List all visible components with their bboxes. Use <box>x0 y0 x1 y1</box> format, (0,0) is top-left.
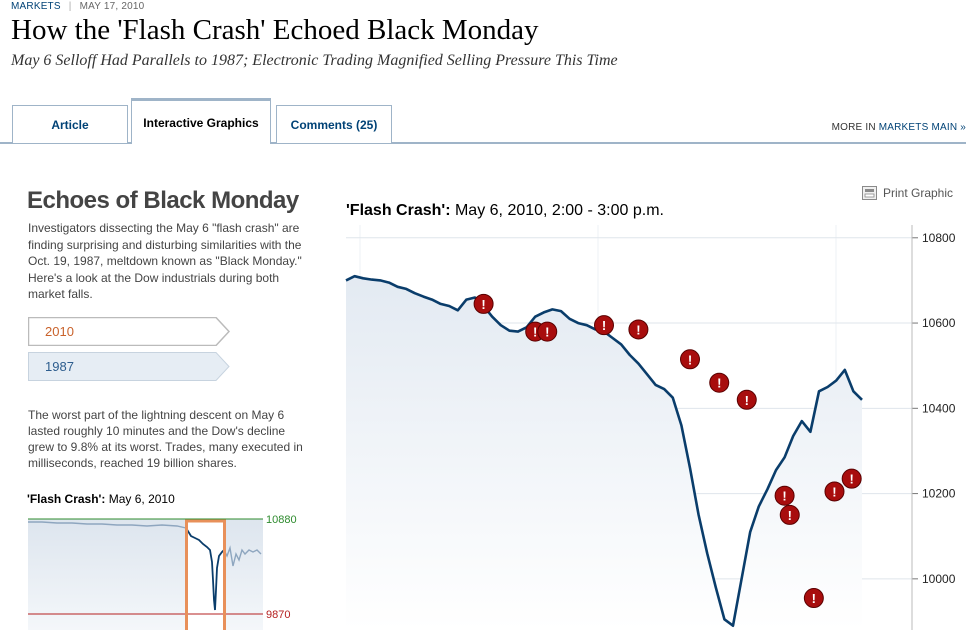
mini-chart[interactable]: 10880 9870 <box>27 510 307 630</box>
print-graphic-button[interactable]: Print Graphic <box>862 186 953 200</box>
mini-after-line <box>223 545 262 567</box>
event-marker[interactable]: ! <box>473 293 494 314</box>
year-2010-label: 2010 <box>45 324 74 339</box>
event-marker[interactable]: ! <box>594 315 614 336</box>
y-tick-label: 10000 <box>922 572 956 586</box>
graphic-description: The worst part of the lightning descent … <box>28 408 303 470</box>
main-series-line <box>345 274 863 628</box>
exclamation-icon: ! <box>481 297 485 312</box>
exclamation-icon: ! <box>717 376 721 391</box>
exclamation-icon: ! <box>545 325 549 340</box>
exclamation-icon: ! <box>788 508 792 523</box>
selection-window-fill <box>186 521 224 630</box>
exclamation-icon: ! <box>688 352 692 367</box>
y-tick-label: 10600 <box>922 316 956 330</box>
exclamation-icon: ! <box>832 484 836 499</box>
tab-divider <box>0 142 966 144</box>
exclamation-icon: ! <box>636 322 640 337</box>
tab-article[interactable]: Article <box>12 105 128 143</box>
exclamation-icon: ! <box>533 325 537 340</box>
mini-chart-label-rest: May 6, 2010 <box>105 492 175 506</box>
y-tick-label: 10800 <box>922 231 956 245</box>
headline: How the 'Flash Crash' Echoed Black Monda… <box>11 14 539 46</box>
event-marker[interactable]: ! <box>709 372 730 393</box>
kicker-separator: | <box>68 1 72 12</box>
printer-icon <box>862 186 877 200</box>
print-graphic-label: Print Graphic <box>883 186 954 200</box>
event-marker[interactable]: ! <box>841 468 862 489</box>
more-in-prefix: MORE IN <box>831 122 876 133</box>
mini-low-label: 9870 <box>266 609 290 621</box>
kicker: MARKETS | MAY 17, 2010 <box>11 1 144 12</box>
tab-bar: Article Interactive Graphics Comments (2… <box>0 98 966 144</box>
year-1987-button[interactable]: 1987 <box>28 352 230 381</box>
exclamation-icon: ! <box>812 591 816 606</box>
mini-chart-bg <box>28 519 263 630</box>
exclamation-icon: ! <box>850 472 854 487</box>
event-marker[interactable]: ! <box>736 389 757 410</box>
event-marker[interactable]: ! <box>525 321 546 342</box>
event-marker[interactable]: ! <box>803 588 824 609</box>
event-marker[interactable]: ! <box>680 349 700 370</box>
event-marker[interactable]: ! <box>779 504 800 525</box>
exclamation-icon: ! <box>745 393 749 408</box>
year-1987-label: 1987 <box>45 359 74 374</box>
mini-day-line <box>28 521 187 529</box>
mini-chart-label-bold: 'Flash Crash': <box>27 492 106 506</box>
arrow-tab-shape <box>28 317 230 346</box>
section-link[interactable]: MARKETS <box>11 1 61 12</box>
event-marker[interactable]: ! <box>537 321 558 342</box>
event-marker[interactable]: ! <box>774 485 795 506</box>
year-2010-button[interactable]: 2010 <box>28 317 230 346</box>
graphic-title: Echoes of Black Monday <box>27 187 299 214</box>
arrow-tab-shape <box>28 352 230 381</box>
exclamation-icon: ! <box>602 318 606 333</box>
mini-high-label: 10880 <box>266 514 297 526</box>
event-marker[interactable]: ! <box>824 481 845 502</box>
main-chart-area <box>346 276 862 630</box>
y-tick-label: 10400 <box>922 401 956 415</box>
more-in-link[interactable]: MARKETS MAIN » <box>878 122 966 133</box>
graphic-intro: Investigators dissecting the May 6 "flas… <box>28 221 302 301</box>
more-in: MORE IN MARKETS MAIN » <box>832 122 966 133</box>
mini-chart-label: 'Flash Crash': May 6, 2010 <box>27 492 175 506</box>
main-chart-title: 'Flash Crash': May 6, 2010, 2:00 - 3:00 … <box>346 202 664 220</box>
main-chart-title-rest: May 6, 2010, 2:00 - 3:00 p.m. <box>450 202 664 219</box>
y-tick-label: 10200 <box>922 487 956 501</box>
selection-window[interactable] <box>185 519 226 630</box>
tab-interactive-graphics[interactable]: Interactive Graphics <box>131 98 271 144</box>
main-chart-title-bold: 'Flash Crash': <box>346 202 451 219</box>
mini-crash-line <box>185 527 225 611</box>
exclamation-icon: ! <box>782 489 786 504</box>
tab-comments[interactable]: Comments (25) <box>276 105 392 143</box>
deck: May 6 Selloff Had Parallels to 1987; Ele… <box>11 52 618 69</box>
publish-date: MAY 17, 2010 <box>79 1 145 12</box>
event-marker[interactable]: ! <box>628 319 649 340</box>
